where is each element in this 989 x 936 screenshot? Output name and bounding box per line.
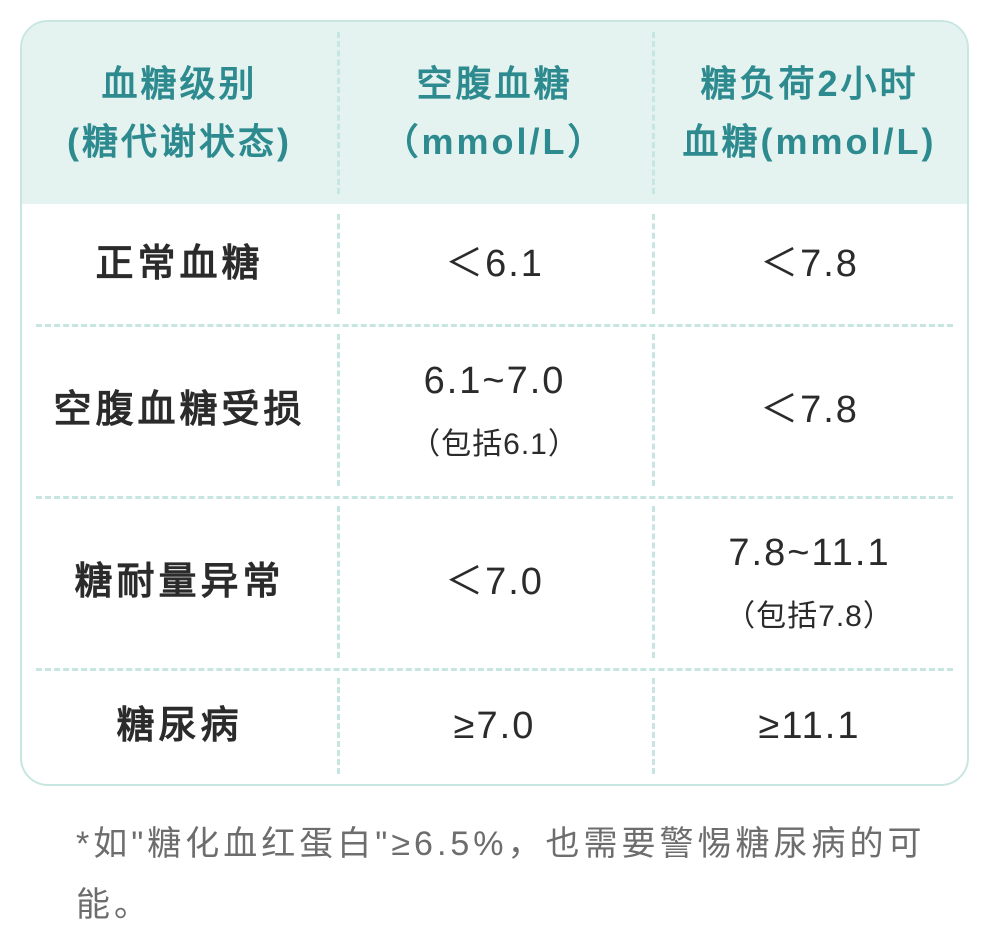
table-header-row: 血糖级别 (糖代谢状态) 空腹血糖 （mmol/L） 糖负荷2小时 血糖(mmo…: [22, 22, 967, 204]
col-header-level-line2: (糖代谢状态): [67, 113, 292, 171]
col-header-fasting: 空腹血糖 （mmol/L）: [337, 22, 652, 204]
col-header-fasting-line1: 空腹血糖: [416, 55, 572, 113]
cell-text: 空腹血糖受损: [53, 382, 305, 439]
cell-2h: ＜7.8: [652, 324, 967, 496]
cell-text: ＜7.8: [760, 236, 859, 293]
col-header-2h-line2: 血糖(mmol/L): [683, 113, 937, 171]
cell-text: ＜7.8: [760, 382, 859, 439]
cell-fasting: ＜7.0: [337, 496, 652, 668]
cell-subtext: （包括7.8）: [725, 594, 894, 639]
cell-text: 糖尿病: [116, 698, 242, 755]
cell-text: 正常血糖: [95, 236, 263, 293]
cell-text: ≥7.0: [454, 698, 536, 755]
cell-subtext: （包括6.1）: [410, 422, 579, 467]
footnote: *如"糖化血红蛋白"≥6.5%，也需要警惕糖尿病的可能。: [20, 786, 969, 936]
cell-fasting: ＜6.1: [337, 204, 652, 324]
table-body: 正常血糖 ＜6.1 ＜7.8 空腹血糖受损 6.1~7.0 （包括6.1） ＜7…: [22, 204, 967, 784]
table-row: 糖耐量异常 ＜7.0 7.8~11.1 （包括7.8）: [22, 496, 967, 668]
cell-fasting: 6.1~7.0 （包括6.1）: [337, 324, 652, 496]
table-row: 空腹血糖受损 6.1~7.0 （包括6.1） ＜7.8: [22, 324, 967, 496]
row-label: 正常血糖: [22, 204, 337, 324]
col-header-level: 血糖级别 (糖代谢状态): [22, 22, 337, 204]
row-label: 空腹血糖受损: [22, 324, 337, 496]
col-header-level-line1: 血糖级别: [101, 55, 257, 113]
cell-text: 6.1~7.0: [424, 353, 566, 410]
cell-text: ≥11.1: [759, 698, 861, 755]
cell-2h: ≥11.1: [652, 668, 967, 784]
cell-fasting: ≥7.0: [337, 668, 652, 784]
table-row: 正常血糖 ＜6.1 ＜7.8: [22, 204, 967, 324]
col-header-2h-line1: 糖负荷2小时: [700, 55, 918, 113]
row-label: 糖耐量异常: [22, 496, 337, 668]
table-row: 糖尿病 ≥7.0 ≥11.1: [22, 668, 967, 784]
cell-text: ＜6.1: [445, 236, 544, 293]
cell-2h: 7.8~11.1 （包括7.8）: [652, 496, 967, 668]
row-label: 糖尿病: [22, 668, 337, 784]
cell-text: 7.8~11.1: [728, 525, 890, 582]
blood-glucose-table: 血糖级别 (糖代谢状态) 空腹血糖 （mmol/L） 糖负荷2小时 血糖(mmo…: [20, 20, 969, 786]
col-header-2h: 糖负荷2小时 血糖(mmol/L): [652, 22, 967, 204]
cell-2h: ＜7.8: [652, 204, 967, 324]
cell-text: 糖耐量异常: [74, 554, 284, 611]
col-header-fasting-line2: （mmol/L）: [382, 113, 606, 171]
cell-text: ＜7.0: [445, 554, 544, 611]
